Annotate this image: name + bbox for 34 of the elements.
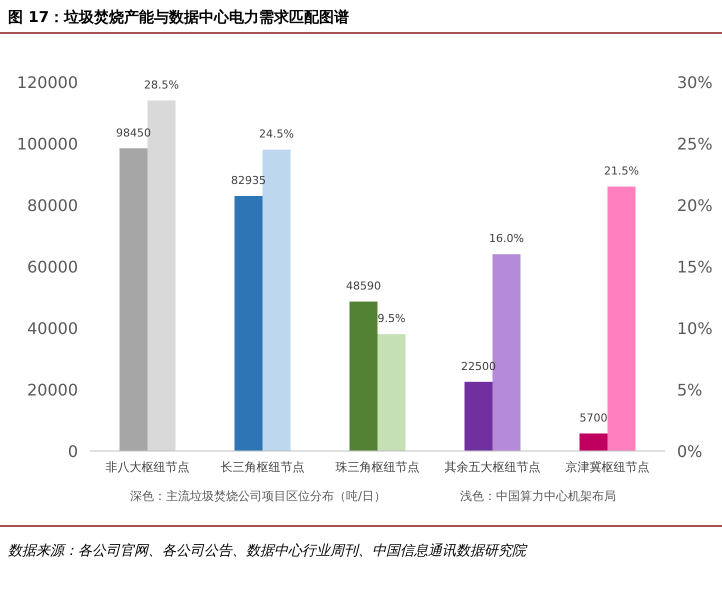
data-label: 9.5%	[378, 312, 406, 326]
text: 浅色：中国算力中心机架布局	[460, 489, 616, 503]
y-tick-label: 0	[68, 442, 78, 461]
y-tick-label: 120000	[16, 73, 78, 92]
x-tick-label: 其余五大枢纽节点	[444, 460, 540, 474]
bar	[608, 186, 636, 451]
y2-tick-label: 0%	[677, 442, 702, 461]
y-tick-label: 100000	[16, 134, 78, 154]
data-label: 98450	[116, 126, 151, 140]
data-label: 24.5%	[259, 128, 294, 141]
data-label: 48590	[346, 280, 381, 293]
x-tick-label: 京津冀枢纽节点	[566, 460, 650, 474]
y-tick-label: 60000	[27, 258, 78, 276]
x-tick-label: 长三角枢纽节点	[220, 460, 304, 474]
text: 深色：主流垃圾焚烧公司项目区位分布（吨/日）	[130, 489, 386, 503]
y-tick-label: 80000	[27, 196, 78, 215]
x-tick-label: 珠三角枢纽节点	[336, 460, 420, 474]
y2-tick-label: 15%	[677, 258, 713, 276]
y-tick-label: 20000	[27, 380, 78, 400]
data-label: 28.5%	[144, 78, 179, 92]
y2-tick-label: 25%	[677, 134, 713, 154]
y2-tick-label: 5%	[677, 380, 702, 400]
chart-title: 图 17：垃圾焚烧产能与数据中心电力需求匹配图谱	[8, 8, 350, 26]
bar	[580, 433, 608, 451]
y2-tick-label: 10%	[677, 319, 713, 338]
source-note: 数据来源：各公司官网、各公司公告、数据中心行业周刊、中国信息通讯数据研究院	[8, 543, 528, 559]
data-label: 16.0%	[489, 232, 524, 246]
y2-tick-label: 20%	[677, 196, 713, 215]
data-label: 5700	[580, 411, 608, 424]
y2-tick-label: 30%	[677, 73, 713, 92]
data-label: 21.5%	[604, 164, 639, 178]
x-tick-label: 非八大枢纽节点	[106, 460, 190, 474]
data-label: 82935	[231, 174, 266, 187]
y-tick-label: 40000	[27, 319, 78, 338]
